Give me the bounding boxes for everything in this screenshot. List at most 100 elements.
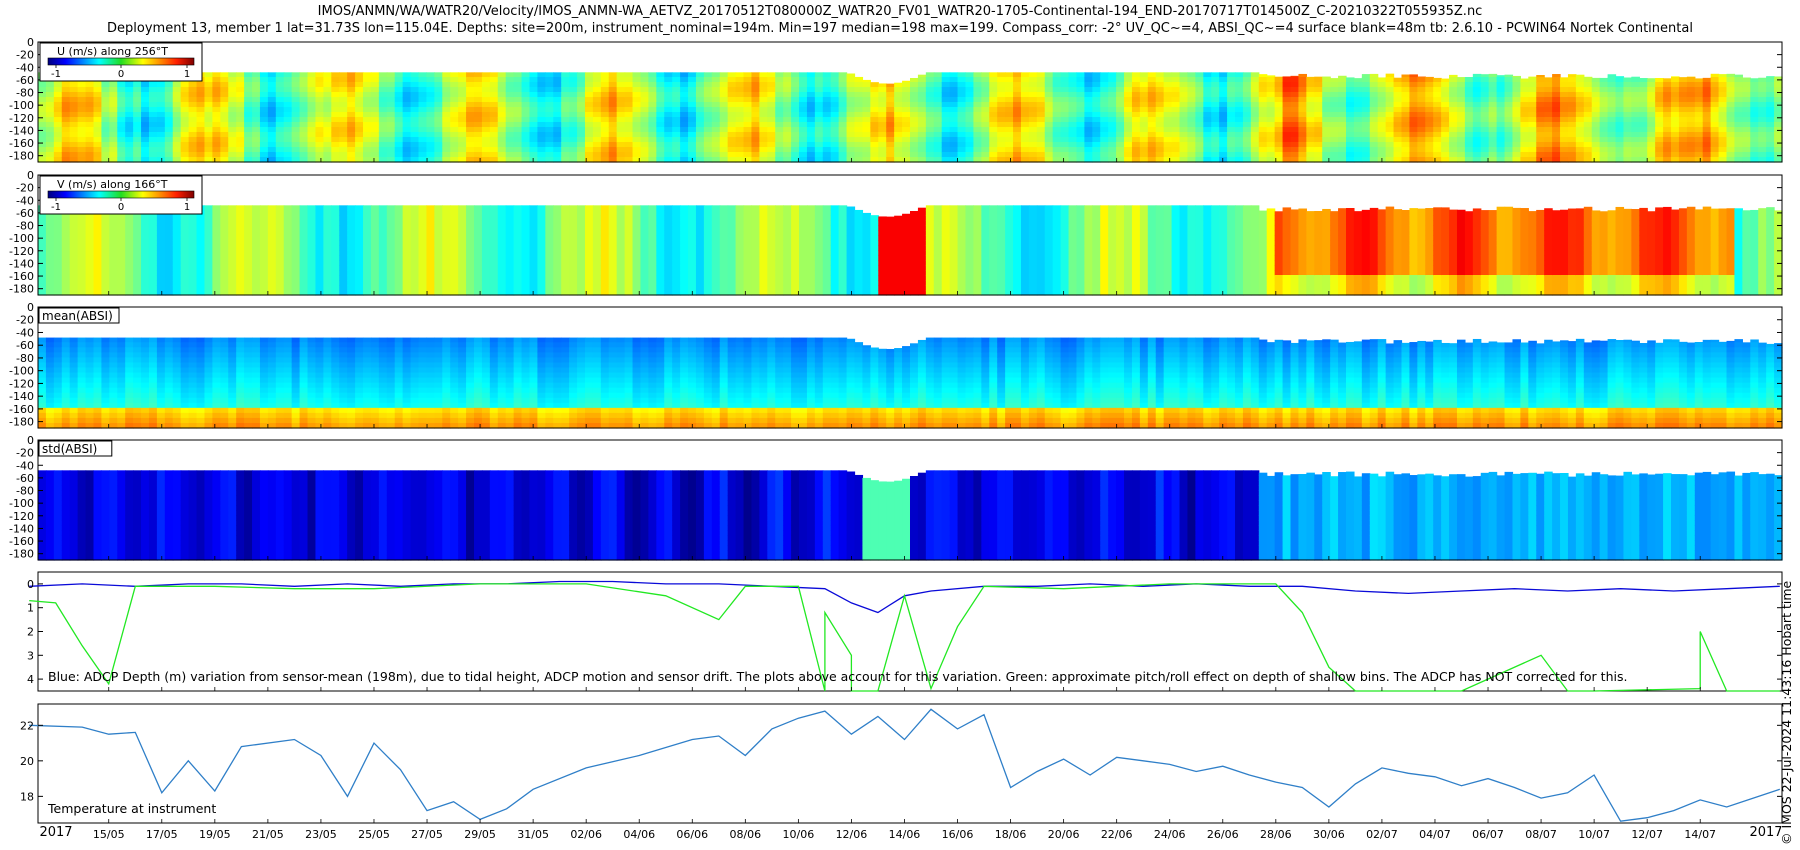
heatmap-cell [1520,157,1529,163]
heatmap-cell [965,77,975,83]
heatmap-cell [1710,82,1720,88]
heatmap-cell [402,235,412,241]
heatmap-cell [220,122,229,128]
heatmap-cell [1686,102,1696,108]
heatmap-cell [1536,87,1545,93]
heatmap-cell [1187,97,1196,103]
heatmap-cell [783,87,792,93]
heatmap-cell [1108,102,1117,108]
heatmap-cell [1480,127,1490,133]
heatmap-cell [236,275,245,281]
heatmap-cell [561,142,570,148]
heatmap-cell [584,152,594,158]
heatmap-cell [236,117,245,123]
heatmap-cell [418,245,428,251]
heatmap-cell [1655,157,1664,163]
heatmap-cell [141,87,150,93]
heatmap-cell [1694,157,1704,163]
heatmap-cell [77,260,87,266]
heatmap-cell [957,107,967,113]
heatmap-cell [109,280,118,286]
heatmap-cell [307,285,317,291]
heatmap-cell [1155,127,1165,133]
heatmap-cell [1655,127,1664,133]
heatmap-cell [291,245,301,251]
heatmap-cell [1472,152,1482,158]
heatmap-cell [529,87,539,93]
heatmap-cell [220,245,229,251]
heatmap-cell [1306,107,1315,113]
heatmap-cell [363,280,372,286]
heatmap-cell [299,97,309,103]
heatmap-cell [814,137,824,143]
heatmap-cell [1671,132,1680,138]
heatmap-cell [458,235,467,241]
heatmap-cell [743,97,753,103]
heatmap-cell [93,240,103,246]
heatmap-cell [347,82,356,88]
heatmap-cell [474,285,483,291]
y-tick-label: -140 [9,124,34,137]
heatmap-cell [450,142,459,148]
heatmap-cell [1385,117,1395,123]
heatmap-cell [244,102,253,108]
heatmap-cell [775,77,784,83]
heatmap-cell [600,137,610,143]
heatmap-cell [164,112,174,118]
heatmap-cell [957,72,967,78]
heatmap-cell [1274,157,1284,163]
heatmap-cell [1005,112,1014,118]
heatmap-cell [957,157,967,163]
heatmap-cell [426,82,435,88]
heatmap-cell [85,157,95,163]
heatmap-cell [1108,92,1117,98]
heatmap-cell [339,255,348,261]
heatmap-cell [767,137,776,143]
heatmap-cell [1211,112,1220,118]
heatmap-cell [1227,77,1236,83]
heatmap-cell [592,147,602,153]
heatmap-cell [339,157,348,163]
heatmap-cell [1076,92,1085,98]
heatmap-cell [156,215,166,221]
heatmap-cell [188,82,198,88]
heatmap-cell [1266,152,1276,158]
heatmap-cell [577,82,586,88]
heatmap-cell [902,112,911,118]
heatmap-cell [672,147,681,153]
heatmap-cell [1282,127,1292,133]
heatmap-cell [806,97,816,103]
heatmap-cell [220,240,229,246]
heatmap-cell [259,122,269,128]
heatmap-cell [481,122,491,128]
heatmap-cell [323,127,332,133]
heatmap-cell [363,270,372,276]
heatmap-cell [822,72,832,78]
heatmap-cell [1504,132,1514,138]
heatmap-cell [1068,132,1078,138]
heatmap-cell [378,265,388,271]
heatmap-cell [299,225,309,231]
heatmap-cell [466,127,475,133]
heatmap-cell [965,147,975,153]
heatmap-cell [1028,147,1038,153]
heatmap-cell [1480,152,1490,158]
heatmap-cell [363,255,372,261]
heatmap-cell [172,215,182,221]
heatmap-cell [1694,97,1704,103]
heatmap-cell [1631,112,1640,118]
heatmap-cell [1266,157,1276,163]
heatmap-cell [1385,152,1395,158]
heatmap-cell [545,127,554,133]
heatmap-cell [378,215,388,221]
heatmap-cell [719,92,729,98]
heatmap-cell [965,142,975,148]
heatmap-cell [902,80,911,83]
heatmap-cell [363,72,372,78]
heatmap-cell [1377,77,1387,83]
heatmap-cell [1314,112,1323,118]
heatmap-cell [600,127,610,133]
heatmap-cell [474,235,483,241]
heatmap-cell [386,240,396,246]
heatmap-cell [1052,77,1062,83]
